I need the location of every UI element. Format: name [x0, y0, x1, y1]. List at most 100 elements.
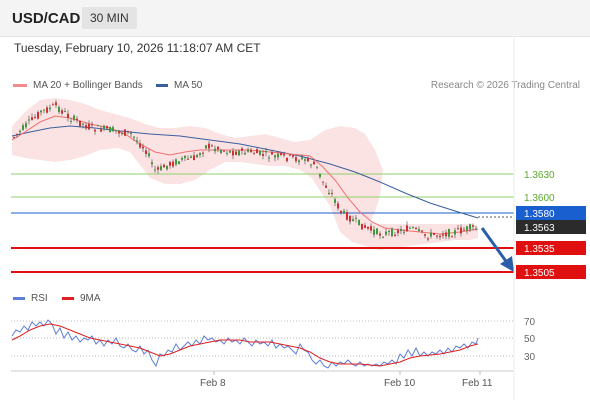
level-box-1-3580: [516, 206, 586, 220]
candle-body: [409, 227, 411, 229]
candle-body: [103, 125, 105, 130]
candle-body: [70, 120, 72, 122]
rsi-line: [11, 319, 479, 369]
candle-body: [364, 225, 366, 228]
candle-body: [238, 150, 240, 156]
candle-body: [61, 110, 63, 114]
candle-body: [58, 107, 60, 112]
candle-body: [286, 157, 288, 162]
candle-body: [49, 107, 51, 110]
candle-body: [211, 145, 213, 147]
candle-body: [145, 150, 147, 154]
candle-body: [202, 152, 204, 154]
candle-body: [448, 229, 450, 237]
candle-body: [244, 152, 246, 155]
candle-body: [220, 150, 222, 153]
legend-rsi-label: RSI: [31, 293, 48, 304]
candle-body: [376, 228, 378, 234]
candle-body: [343, 210, 345, 213]
candle-body: [472, 225, 474, 227]
level-label-1-3580: 1.3580: [524, 209, 555, 220]
candle-body: [403, 231, 405, 233]
ma50-swatch: [156, 84, 168, 87]
level-box-1-3505: [516, 265, 586, 279]
candle-body: [421, 230, 423, 232]
candle-body: [94, 129, 96, 132]
candle-body: [19, 130, 21, 133]
candle-body: [208, 143, 210, 149]
legend-rsi-ma-label: 9MA: [80, 293, 101, 304]
candle-body: [31, 117, 33, 120]
candle-body: [295, 157, 297, 162]
candle-body: [259, 150, 261, 155]
candle-body: [280, 153, 282, 155]
candle-body: [418, 229, 420, 231]
candle-body: [73, 115, 75, 120]
candle-body: [151, 162, 153, 165]
legend-rsi-ma: 9MA: [62, 293, 101, 304]
candle-body: [265, 151, 267, 153]
candle-body: [460, 227, 462, 234]
candle-body: [271, 152, 273, 155]
candle-body: [37, 112, 39, 119]
candle-body: [466, 226, 468, 231]
rsi-ma-line: [11, 323, 479, 367]
timeframe-button[interactable]: 30 MIN: [82, 7, 137, 29]
candle-body: [154, 169, 156, 171]
candle-body: [310, 164, 312, 166]
candle-body: [172, 161, 174, 167]
candle-body: [139, 143, 141, 148]
candle-body: [313, 161, 315, 165]
candle-body: [115, 130, 117, 132]
candle-body: [277, 153, 279, 158]
candle-body: [349, 215, 351, 222]
candle-body: [382, 236, 384, 238]
candle-body: [232, 151, 234, 156]
candle-body: [301, 157, 303, 160]
candle-body: [175, 159, 177, 165]
candle-body: [64, 111, 66, 113]
candle-body: [133, 136, 135, 138]
candle-body: [214, 148, 216, 152]
candle-body: [97, 125, 99, 127]
candle-body: [445, 232, 447, 237]
candle-body: [241, 148, 243, 151]
candle-body: [88, 124, 90, 130]
candle-body: [274, 155, 276, 158]
candle-body: [361, 223, 363, 230]
candle-body: [292, 155, 294, 157]
rsi-swatch: [13, 297, 25, 300]
candle-body: [304, 159, 306, 161]
candle-body: [82, 123, 84, 125]
legend-ma20: MA 20 + Bollinger Bands: [13, 80, 143, 91]
symbol-title: USD/CAD: [12, 10, 81, 27]
candle-body: [289, 154, 291, 156]
candle-body: [181, 157, 183, 160]
legend-ma20-label: MA 20 + Bollinger Bands: [33, 80, 143, 91]
forecast-arrow: [480, 227, 510, 265]
candle-body: [136, 140, 138, 142]
candle-body: [163, 164, 165, 168]
candle-body: [340, 210, 342, 214]
level-label-1-3505: 1.3505: [524, 268, 555, 279]
candle-body: [25, 123, 27, 128]
candle-body: [463, 229, 465, 231]
timestamp: Tuesday, February 10, 2026 11:18:07 AM C…: [14, 41, 261, 55]
rsi-tick-30: 30: [524, 352, 536, 363]
last-price-box: [516, 220, 586, 234]
candle-body: [160, 166, 162, 171]
candle-body: [124, 129, 126, 136]
candle-body: [379, 233, 381, 236]
candle-body: [328, 192, 330, 195]
copyright-text: Research © 2026 Trading Central: [430, 80, 580, 91]
candle-body: [439, 235, 441, 238]
candle-body: [322, 181, 324, 183]
candle-body: [67, 113, 69, 118]
candle-body: [22, 125, 24, 130]
candle-body: [394, 234, 396, 236]
candle-body: [106, 126, 108, 129]
candle-body: [256, 149, 258, 154]
candle-body: [475, 228, 477, 230]
candle-body: [250, 149, 252, 153]
x-label-feb8: Feb 8: [200, 378, 226, 389]
